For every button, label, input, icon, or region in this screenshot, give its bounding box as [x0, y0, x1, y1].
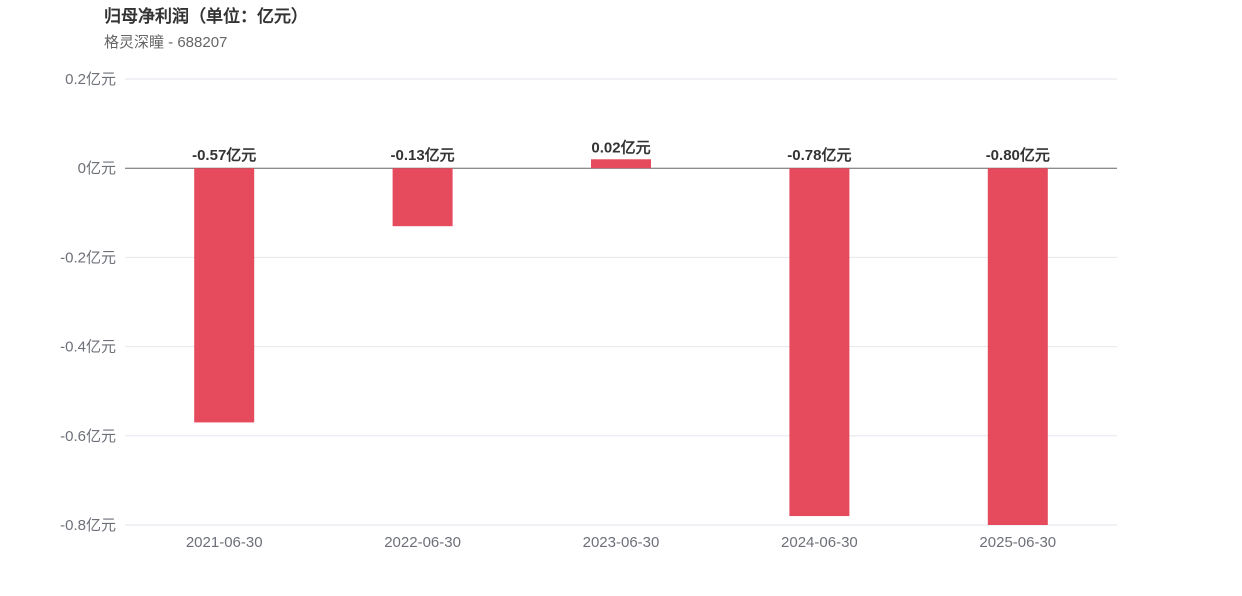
x-tick-label: 2025-06-30	[979, 534, 1056, 551]
y-tick-label: -0.2亿元	[60, 249, 116, 266]
x-tick-label: 2021-06-30	[186, 534, 263, 551]
data-label: -0.13亿元	[390, 146, 454, 164]
y-tick-label: 0.2亿元	[65, 71, 116, 88]
data-label: -0.57亿元	[192, 146, 256, 164]
data-label: -0.80亿元	[986, 146, 1050, 164]
data-label: 0.02亿元	[591, 138, 650, 156]
bar	[591, 159, 651, 169]
x-tick-label: 2022-06-30	[384, 534, 461, 551]
chart-title: 归母净利润（单位：亿元）	[104, 7, 308, 26]
bar	[392, 168, 453, 227]
chart-subtitle: 格灵深瞳 - 688207	[104, 34, 228, 51]
y-tick-label: -0.8亿元	[60, 517, 116, 534]
x-tick-label: 2024-06-30	[781, 534, 858, 551]
data-label: -0.78亿元	[787, 146, 851, 164]
y-tick-label: -0.6亿元	[60, 428, 116, 445]
y-tick-label: -0.4亿元	[60, 339, 116, 356]
bar	[789, 168, 850, 517]
x-tick-label: 2023-06-30	[583, 534, 660, 551]
bar	[194, 168, 255, 423]
bar	[987, 168, 1048, 525]
y-tick-label: 0亿元	[78, 160, 116, 177]
